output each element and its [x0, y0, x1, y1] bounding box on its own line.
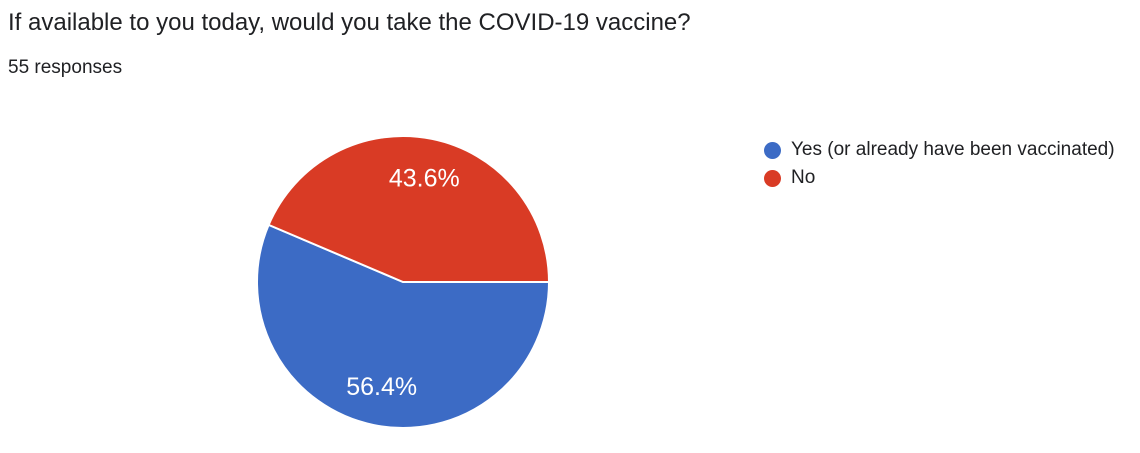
pie-slice-yes[interactable] [256, 223, 550, 430]
legend-item-yes: Yes (or already have been vaccinated) [764, 136, 1115, 164]
question-title: If available to you today, would you tak… [8, 9, 691, 36]
legend-item-label: No [791, 167, 816, 188]
slice-percent-label-no: 43.6% [389, 164, 460, 192]
legend-item-no: No [764, 164, 1115, 192]
slice-percent-label-yes: 56.4% [346, 373, 417, 401]
legend-swatch-icon [764, 141, 781, 159]
responses-count: 55 responses [8, 57, 123, 78]
legend-swatch-icon [764, 169, 781, 187]
legend-item-label: Yes (or already have been vaccinated) [791, 139, 1115, 160]
chart-legend: Yes (or already have been vaccinated) No [764, 136, 1115, 192]
pie-slice-no[interactable] [267, 135, 550, 283]
